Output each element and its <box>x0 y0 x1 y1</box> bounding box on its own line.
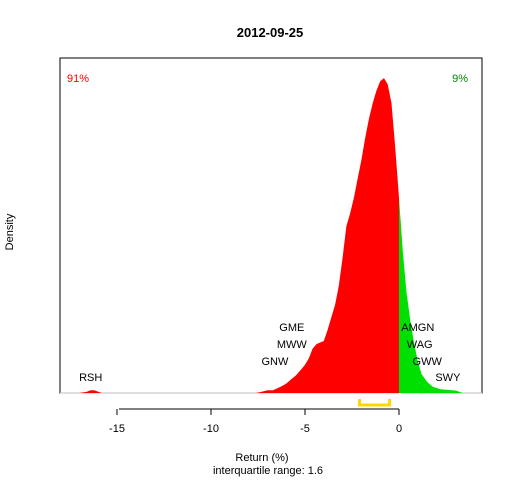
plot-area: RSH GNW MWW GME AMGN WAG GWW SWY <box>59 57 483 407</box>
annotation-label: MWW <box>277 339 308 351</box>
x-axis-label: Return (%) <box>235 452 288 464</box>
x-tick-label: -10 <box>203 423 219 435</box>
annotation-label: GNW <box>261 356 289 368</box>
x-axis-ticks: -15 -10 -5 0 <box>109 409 402 435</box>
positive-share-label: 9% <box>452 73 468 85</box>
x-tick-label: -5 <box>300 423 310 435</box>
annotation-label: AMGN <box>401 322 434 334</box>
iqr-bracket <box>358 399 392 407</box>
annotation-label: RSH <box>79 372 102 384</box>
annotation-label: SWY <box>435 372 461 384</box>
x-tick-label: -15 <box>109 423 125 435</box>
chart-title: 2012-09-25 <box>237 25 304 40</box>
iqr-subtitle: interquartile range: 1.6 <box>213 465 323 477</box>
annotation-label: GME <box>279 322 304 334</box>
density-area-negative-tail <box>79 390 102 393</box>
annotation-label: WAG <box>407 339 433 351</box>
y-axis-label: Density <box>4 213 16 250</box>
density-area-negative <box>256 78 399 393</box>
x-tick-label: 0 <box>396 423 402 435</box>
negative-share-label: 91% <box>67 73 89 85</box>
density-area-positive <box>399 197 463 393</box>
annotation-label: GWW <box>413 356 443 368</box>
